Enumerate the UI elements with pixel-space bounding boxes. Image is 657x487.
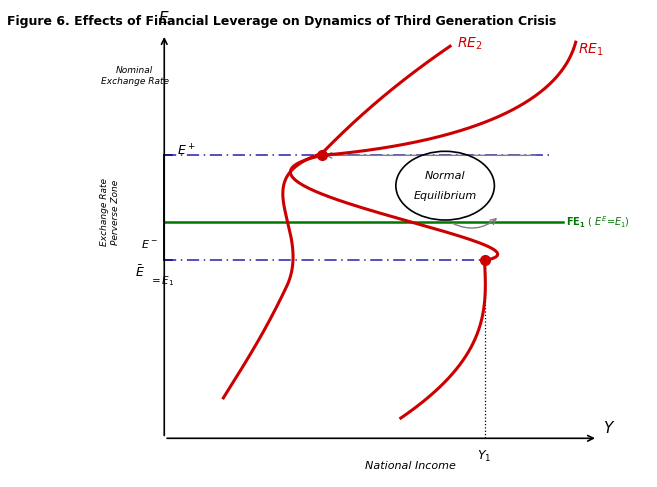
Text: Equilibrium: Equilibrium xyxy=(413,191,477,201)
Text: National Income: National Income xyxy=(365,461,456,470)
Text: $RE_2$: $RE_2$ xyxy=(457,36,483,53)
Text: Nominal
Exchange Rate: Nominal Exchange Rate xyxy=(101,66,169,86)
Text: $= E_1$: $= E_1$ xyxy=(149,275,174,288)
Text: $\mathbf{FE_1}$ ( $E^E$=$E_1$): $\mathbf{FE_1}$ ( $E^E$=$E_1$) xyxy=(566,214,630,230)
Text: $\bar{E}$: $\bar{E}$ xyxy=(135,264,145,280)
Text: $E$: $E$ xyxy=(158,10,170,26)
Text: $E^-$: $E^-$ xyxy=(141,238,158,250)
Text: Exchange Rate
Perverse Zone: Exchange Rate Perverse Zone xyxy=(101,178,120,246)
Text: $Y_1$: $Y_1$ xyxy=(478,449,491,464)
Text: $RE_1$: $RE_1$ xyxy=(578,42,604,58)
Text: $E^+$: $E^+$ xyxy=(177,144,195,159)
Text: Normal: Normal xyxy=(425,170,465,181)
Text: $Y$: $Y$ xyxy=(603,420,615,436)
Text: Figure 6. Effects of Financial Leverage on Dynamics of Third Generation Crisis: Figure 6. Effects of Financial Leverage … xyxy=(7,15,556,28)
